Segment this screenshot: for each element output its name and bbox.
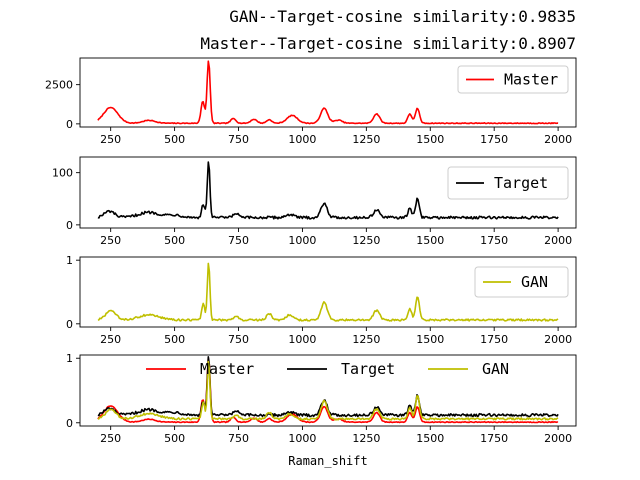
legend-label: GAN	[482, 360, 509, 378]
series-line-master	[97, 60, 559, 125]
x-tick-label: 750	[228, 333, 249, 346]
axes-frame-target	[79, 156, 577, 229]
series-line-overlay-gan	[97, 360, 559, 421]
y-tick-label: 1	[66, 254, 73, 267]
panel-overlay: 250 500 750 1000 1250 1500 1750 2000 0 1 Master Tar…	[66, 352, 577, 445]
axes-frame-overlay	[79, 354, 577, 427]
axes-frame-gan	[79, 256, 577, 328]
y-tick-label: 0	[66, 219, 73, 232]
legend-box	[457, 65, 569, 94]
x-tick-label: 1500	[416, 234, 444, 247]
x-tick-label: 2000	[544, 333, 572, 346]
x-tick-label: 1750	[480, 234, 508, 247]
axes-frame-master	[79, 57, 577, 128]
legend-label: Target	[341, 360, 395, 378]
legend-box	[447, 166, 569, 200]
x-tick-label: 500	[164, 333, 185, 346]
x-tick-label: 250	[100, 432, 121, 445]
panel-gan: 250 500 750 1000 1250 1500 1750 2000 0 1 GAN	[66, 254, 577, 346]
legend-overlay: Master Target GAN	[146, 360, 509, 378]
y-tick-label: 1	[66, 352, 73, 365]
x-tick-label: 500	[164, 234, 185, 247]
x-tick-label: 750	[228, 432, 249, 445]
x-tick-label: 750	[228, 234, 249, 247]
series-line-target	[97, 161, 559, 220]
x-tick-label: 2000	[544, 133, 572, 146]
y-tick-label: 0	[66, 118, 73, 131]
y-tick-label: 100	[52, 167, 73, 180]
x-tick-label: 1750	[480, 333, 508, 346]
x-tick-label: 1500	[416, 333, 444, 346]
series-line-overlay-master	[97, 357, 559, 424]
x-tick-label: 500	[164, 432, 185, 445]
x-tick-label: 1000	[288, 432, 316, 445]
legend-gan: GAN	[474, 266, 569, 298]
legend-label: Master	[200, 360, 254, 378]
x-axis-label: Raman_shift	[288, 454, 367, 468]
x-tick-label: 1250	[352, 432, 380, 445]
x-tick-label: 2000	[544, 234, 572, 247]
legend-box	[474, 266, 569, 298]
x-tick-label: 2000	[544, 432, 572, 445]
x-tick-label: 1500	[416, 432, 444, 445]
legend-master: Master	[457, 65, 569, 94]
series-line-gan	[97, 262, 559, 322]
y-tick-label: 2500	[45, 79, 73, 92]
x-tick-label: 1000	[288, 333, 316, 346]
legend-label: Target	[494, 174, 548, 192]
x-tick-label: 1250	[352, 234, 380, 247]
y-tick-label: 0	[66, 318, 73, 331]
x-tick-label: 1250	[352, 133, 380, 146]
x-tick-label: 1000	[288, 133, 316, 146]
x-tick-label: 1750	[480, 432, 508, 445]
legend-label: GAN	[521, 273, 548, 291]
x-tick-label: 250	[100, 133, 121, 146]
x-tick-label: 250	[100, 333, 121, 346]
chart-title-line-1: GAN--Target-cosine similarity:0.9835	[229, 7, 576, 26]
x-tick-label: 1000	[288, 234, 316, 247]
x-tick-label: 1750	[480, 133, 508, 146]
panel-master: 250 500 750 1000 1250 1500 1750 2000 0 2500 Master	[45, 57, 577, 146]
panel-target: 250 500 750 1000 1250 1500 1750 2000 0 100 Target	[52, 156, 577, 247]
y-tick-label: 0	[66, 417, 73, 430]
x-tick-label: 500	[164, 133, 185, 146]
legend-target: Target	[447, 166, 569, 200]
legend-label: Master	[504, 71, 558, 89]
x-tick-label: 1250	[352, 333, 380, 346]
x-tick-label: 750	[228, 133, 249, 146]
x-tick-label: 250	[100, 234, 121, 247]
chart-title-line-2: Master--Target-cosine similarity:0.8907	[200, 34, 576, 53]
x-tick-label: 1500	[416, 133, 444, 146]
